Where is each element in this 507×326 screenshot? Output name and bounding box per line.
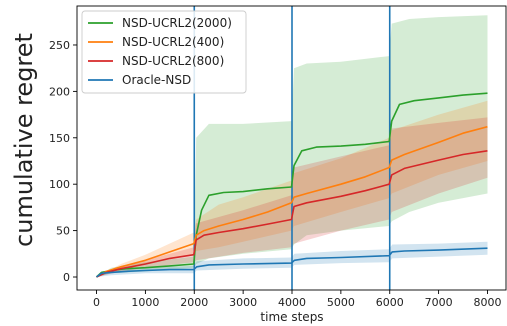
x-tick-label: 0	[93, 296, 100, 309]
y-tick-label: 200	[49, 85, 70, 98]
x-tick-label: 4000	[278, 296, 306, 309]
x-tick-label: 2000	[180, 296, 208, 309]
x-axis-title: time steps	[260, 310, 323, 324]
line-nsd-ucrl2-2000	[95, 92, 488, 278]
line-nsd-ucrl2-800	[96, 150, 488, 278]
line-oracle-nsd	[96, 247, 488, 278]
legend: NSD-UCRL2(2000) NSD-UCRL2(400) NSD-UCRL2(8…	[81, 10, 247, 94]
y-axis-ticks: 0 50 100 150 200 250	[49, 39, 77, 284]
plot-area-frame	[76, 5, 507, 291]
series-lines	[95, 92, 488, 278]
x-tick-label: 1000	[131, 296, 159, 309]
x-tick-label: 6000	[376, 296, 404, 309]
y-tick-label: 50	[56, 225, 70, 238]
legend-label: NSD-UCRL2(400)	[122, 35, 224, 49]
x-tick-label: 7000	[425, 296, 453, 309]
legend-label: NSD-UCRL2(800)	[122, 54, 224, 68]
x-tick-label: 3000	[229, 296, 257, 309]
y-axis-title: cumulative regret	[10, 33, 38, 247]
legend-label: NSD-UCRL2(2000)	[122, 16, 232, 30]
line-nsd-ucrl2-400	[96, 125, 488, 278]
x-tick-label: 8000	[473, 296, 501, 309]
y-tick-label: 250	[49, 39, 70, 52]
y-tick-label: 150	[49, 132, 70, 145]
y-tick-label: 100	[49, 178, 70, 191]
x-tick-label: 5000	[327, 296, 355, 309]
legend-box	[81, 10, 247, 94]
x-axis-ticks: 0 1000 2000 3000 4000 5000 6000 7000 8000	[93, 290, 501, 309]
legend-label: Oracle-NSD	[122, 73, 191, 87]
y-tick-label: 0	[63, 271, 70, 284]
